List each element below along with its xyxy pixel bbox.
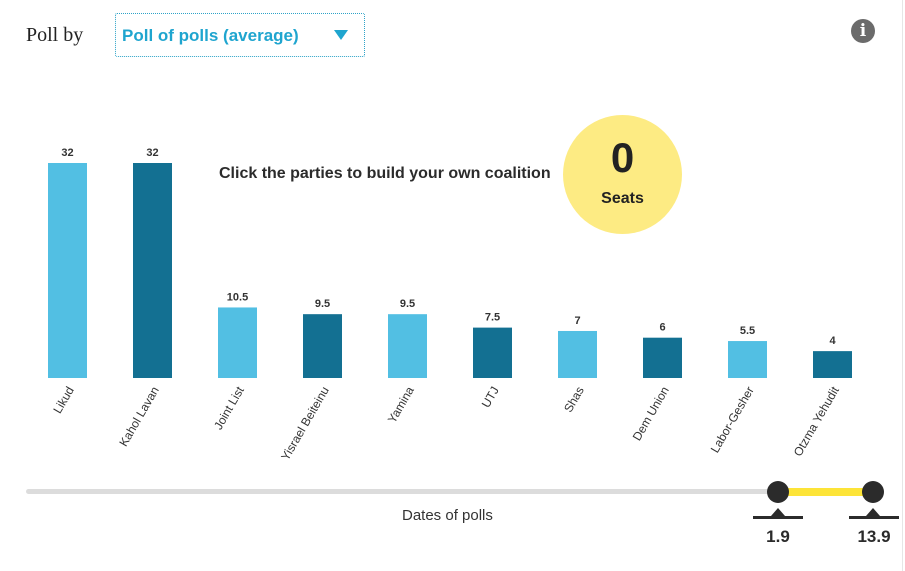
party-bar[interactable] — [303, 314, 342, 378]
party-bar-group[interactable]: 10.5 Joint List — [211, 291, 257, 432]
instruction-text: Click the parties to build your own coal… — [219, 165, 551, 182]
date-slider-track[interactable] — [26, 489, 778, 494]
party-bar[interactable] — [48, 163, 87, 378]
party-bar-group[interactable]: 5.5 Labor-Gesher — [708, 325, 767, 455]
info-icon[interactable]: i — [851, 19, 875, 43]
party-name-label[interactable]: Yisrael Beiteinu — [278, 384, 332, 463]
party-name-label[interactable]: UTJ — [479, 384, 502, 410]
dropdown-arrow-icon — [334, 30, 348, 40]
party-name-label[interactable]: Labor-Gesher — [708, 384, 757, 455]
party-bar-group[interactable]: 4 Otzma Yehudit — [791, 335, 852, 459]
end-pointer-icon — [866, 508, 880, 516]
party-bar[interactable] — [133, 163, 172, 378]
date-slider-end-handle[interactable] — [862, 481, 884, 503]
panel-border — [902, 0, 903, 571]
party-name-label[interactable]: Likud — [50, 384, 76, 416]
dates-of-polls-label: Dates of polls — [402, 507, 493, 524]
party-name-label[interactable]: Shas — [561, 384, 587, 415]
bar-value-label: 9.5 — [400, 298, 415, 310]
party-bar[interactable] — [813, 351, 852, 378]
seats-bar-chart: 32 Likud 32 Kahol Lavan 10.5 Joint List 9.5 Yis… — [48, 147, 852, 463]
slider-start-label: 1.9 — [766, 527, 790, 546]
party-bar-group[interactable]: 7.5 UTJ — [473, 312, 512, 411]
party-bar-group[interactable]: 6 Dem Union — [630, 322, 682, 443]
party-bar[interactable] — [388, 314, 427, 378]
bar-value-label: 32 — [146, 147, 158, 159]
bar-value-label: 6 — [659, 322, 665, 334]
bar-value-label: 7.5 — [485, 312, 500, 324]
party-bar-group[interactable]: 32 Kahol Lavan — [116, 147, 172, 449]
party-name-label[interactable]: Joint List — [211, 384, 247, 433]
party-bar[interactable] — [728, 341, 767, 378]
party-bar-group[interactable]: 9.5 Yamina — [385, 298, 427, 426]
slider-end-label: 13.9 — [857, 527, 891, 546]
party-name-label[interactable]: Yamina — [385, 384, 417, 426]
party-bar[interactable] — [218, 307, 257, 378]
poll-source-dropdown[interactable]: Poll of polls (average) — [115, 13, 365, 57]
bar-value-label: 4 — [829, 335, 836, 347]
bar-value-label: 32 — [61, 147, 73, 159]
party-name-label[interactable]: Dem Union — [630, 384, 672, 443]
party-bar-group[interactable]: 7 Shas — [558, 315, 597, 415]
seats-counter: 0 Seats — [563, 115, 682, 234]
party-bar[interactable] — [643, 337, 682, 378]
party-name-label[interactable]: Kahol Lavan — [116, 384, 161, 449]
bar-value-label: 9.5 — [315, 298, 330, 310]
poll-by-label: Poll by — [26, 24, 84, 46]
start-pointer-icon — [771, 508, 785, 516]
poll-source-value: Poll of polls (average) — [122, 26, 299, 45]
seats-label: Seats — [601, 190, 644, 207]
party-bar[interactable] — [558, 330, 597, 378]
bar-value-label: 7 — [574, 315, 580, 327]
party-bar-group[interactable]: 9.5 Yisrael Beiteinu — [278, 298, 342, 463]
party-bar-group[interactable]: 32 Likud — [48, 147, 87, 416]
bar-value-label: 5.5 — [740, 325, 755, 337]
party-bar[interactable] — [473, 327, 512, 378]
seats-count: 0 — [610, 134, 635, 181]
date-slider-start-handle[interactable] — [767, 481, 789, 503]
bar-value-label: 10.5 — [227, 291, 248, 303]
party-name-label[interactable]: Otzma Yehudit — [791, 384, 842, 459]
date-slider-selected-range — [778, 488, 874, 496]
start-pointer-base — [753, 516, 803, 519]
end-pointer-base — [849, 516, 899, 519]
